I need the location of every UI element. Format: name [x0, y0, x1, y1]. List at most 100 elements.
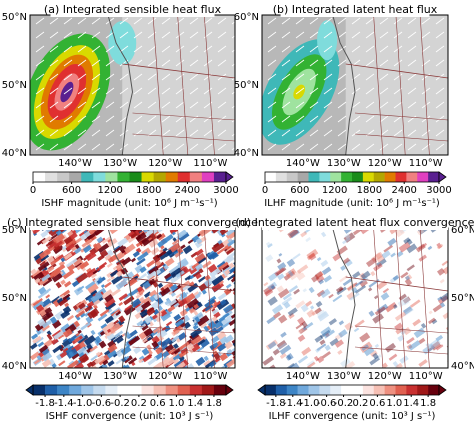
convergence-cell	[191, 262, 200, 270]
convergence-cell	[267, 341, 277, 350]
convergence-cell	[115, 310, 122, 316]
convergence-cell	[146, 348, 153, 356]
colorbar-tick-label: 1800	[136, 185, 161, 196]
convergence-cell	[276, 342, 287, 351]
convergence-cell	[316, 309, 327, 320]
wind-arrow	[119, 129, 129, 137]
convergence-cell	[136, 251, 149, 262]
convergence-cell	[50, 257, 60, 266]
wind-arrow	[63, 73, 73, 81]
convergence-cell	[184, 363, 195, 368]
wind-arrow	[189, 73, 199, 81]
wind-arrow	[77, 73, 87, 81]
convergence-cell	[109, 269, 119, 278]
map	[262, 15, 448, 155]
wind-arrow	[365, 59, 375, 67]
convergence-cell	[277, 262, 287, 271]
convergence-cell	[264, 288, 274, 297]
colorbar-segment	[406, 172, 418, 182]
colorbar-tick-label: -0.2	[334, 398, 354, 409]
convergence-cell	[320, 288, 331, 299]
convergence-cell	[320, 259, 329, 268]
wind-arrow	[217, 31, 227, 39]
colorbar-tick-label: 1.4	[187, 398, 203, 409]
convergence-cell	[181, 260, 189, 267]
wind-arrow	[407, 129, 417, 137]
convergence-cell	[81, 238, 93, 248]
wind-arrow	[91, 17, 101, 25]
wind-arrow	[147, 31, 157, 39]
colorbar-segment	[189, 172, 203, 182]
convergence-cell	[39, 309, 47, 317]
border	[177, 15, 189, 155]
convergence-cell	[147, 356, 158, 366]
wind-arrow	[49, 73, 59, 81]
colorbar-segment	[297, 172, 309, 182]
convergence-cell	[188, 307, 196, 314]
wind-arrow	[407, 59, 417, 67]
convergence-cell	[104, 315, 114, 324]
convergence-cell	[139, 323, 147, 330]
wind-arrow	[281, 101, 291, 109]
convergence-cell	[41, 311, 54, 322]
lon-label: 120°W	[148, 158, 182, 169]
colorbar-segment	[105, 172, 118, 182]
convergence-cell	[93, 304, 98, 310]
coastline	[107, 228, 134, 368]
convergence-cell	[190, 335, 202, 346]
convergence-cell	[199, 338, 210, 348]
convergence-cell	[399, 355, 409, 364]
convergence-cell	[159, 337, 172, 348]
convergence-cell	[297, 317, 306, 326]
convergence-cell	[213, 352, 221, 360]
convergence-cell	[226, 256, 235, 264]
wind-arrow	[379, 45, 389, 53]
convergence-cell	[232, 346, 235, 353]
wind-arrow	[323, 115, 333, 123]
wind-arrow	[35, 73, 45, 81]
wind-arrow	[351, 115, 361, 123]
colorbar-segment	[45, 172, 58, 182]
convergence-cell	[168, 291, 173, 296]
colorbar-arrow	[257, 384, 266, 396]
convergence-cell	[225, 283, 232, 289]
convergence-cell	[101, 363, 108, 368]
convergence-cell	[95, 351, 101, 357]
convergence-cell	[128, 335, 141, 346]
wind-arrow	[435, 31, 445, 39]
convergence-cell	[289, 269, 302, 281]
convergence-cell	[41, 298, 52, 309]
wind-arrow	[63, 129, 73, 137]
convergence-cell	[370, 350, 378, 358]
wind-arrow	[161, 17, 171, 25]
convergence-cell	[97, 313, 108, 322]
wind-arrow	[309, 17, 319, 25]
wind-arrow	[295, 143, 305, 151]
convergence-cell	[285, 268, 297, 278]
wind-arrow	[91, 31, 101, 39]
convergence-cell	[305, 237, 312, 243]
border	[354, 133, 448, 142]
wind-arrow	[281, 45, 291, 53]
colorbar-tick-label: -0.6	[317, 398, 337, 409]
convergence-cell	[376, 303, 389, 314]
colorbar-segment	[341, 385, 353, 395]
wind-arrow	[421, 115, 431, 123]
panel: (a) Integrated sensible heat flux 50°N 50°…	[2, 3, 239, 209]
convergence-cell	[403, 237, 411, 244]
convergence-cell	[263, 281, 269, 287]
lon-label: 110°W	[193, 371, 227, 382]
convergence-cell	[343, 232, 356, 243]
map	[30, 15, 235, 155]
convergence-cell	[65, 243, 75, 252]
convergence-cell	[36, 355, 42, 361]
flux-contour	[317, 20, 338, 61]
wind-arrow	[175, 17, 185, 25]
border	[354, 346, 448, 355]
convergence-cell	[302, 288, 307, 293]
convergence-cell	[214, 319, 220, 325]
wind-arrow	[337, 143, 347, 151]
wind-arrow	[281, 17, 291, 25]
convergence-cell	[283, 301, 291, 309]
wind-arrow	[281, 129, 291, 137]
